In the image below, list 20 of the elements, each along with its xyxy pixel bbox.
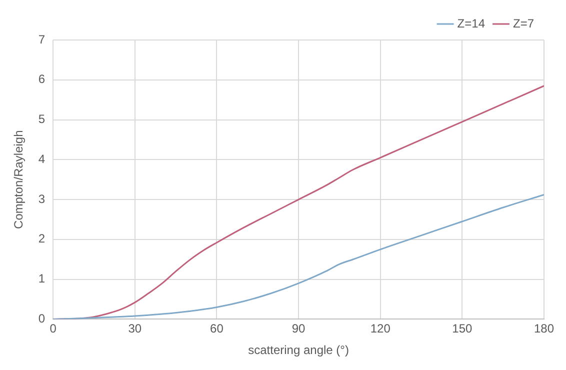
line-series bbox=[53, 194, 544, 320]
x-tick-label: 30 bbox=[128, 322, 142, 336]
x-tick-label: 180 bbox=[534, 322, 554, 336]
y-tick-label: 7 bbox=[38, 32, 46, 46]
x-tick-label: 60 bbox=[210, 322, 224, 336]
y-tick-label: 0 bbox=[38, 312, 46, 326]
x-tick-label: 150 bbox=[452, 322, 473, 336]
y-tick-label: 1 bbox=[38, 272, 46, 286]
y-tick-label: 5 bbox=[38, 112, 46, 126]
legend-label: Z=7 bbox=[512, 16, 534, 30]
x-axis-title: scattering angle (°) bbox=[248, 343, 349, 358]
legend-label: Z=14 bbox=[457, 16, 486, 30]
x-tick-label: 120 bbox=[370, 322, 391, 336]
x-tick-label: 90 bbox=[292, 322, 306, 336]
x-tick-label: 0 bbox=[50, 322, 57, 336]
y-tick-label: 2 bbox=[38, 232, 46, 246]
y-axis-title: Compton/Rayleigh bbox=[12, 130, 26, 229]
y-tick-label: 3 bbox=[38, 192, 46, 206]
y-tick-label: 6 bbox=[38, 72, 46, 86]
y-tick-label: 4 bbox=[38, 152, 46, 166]
